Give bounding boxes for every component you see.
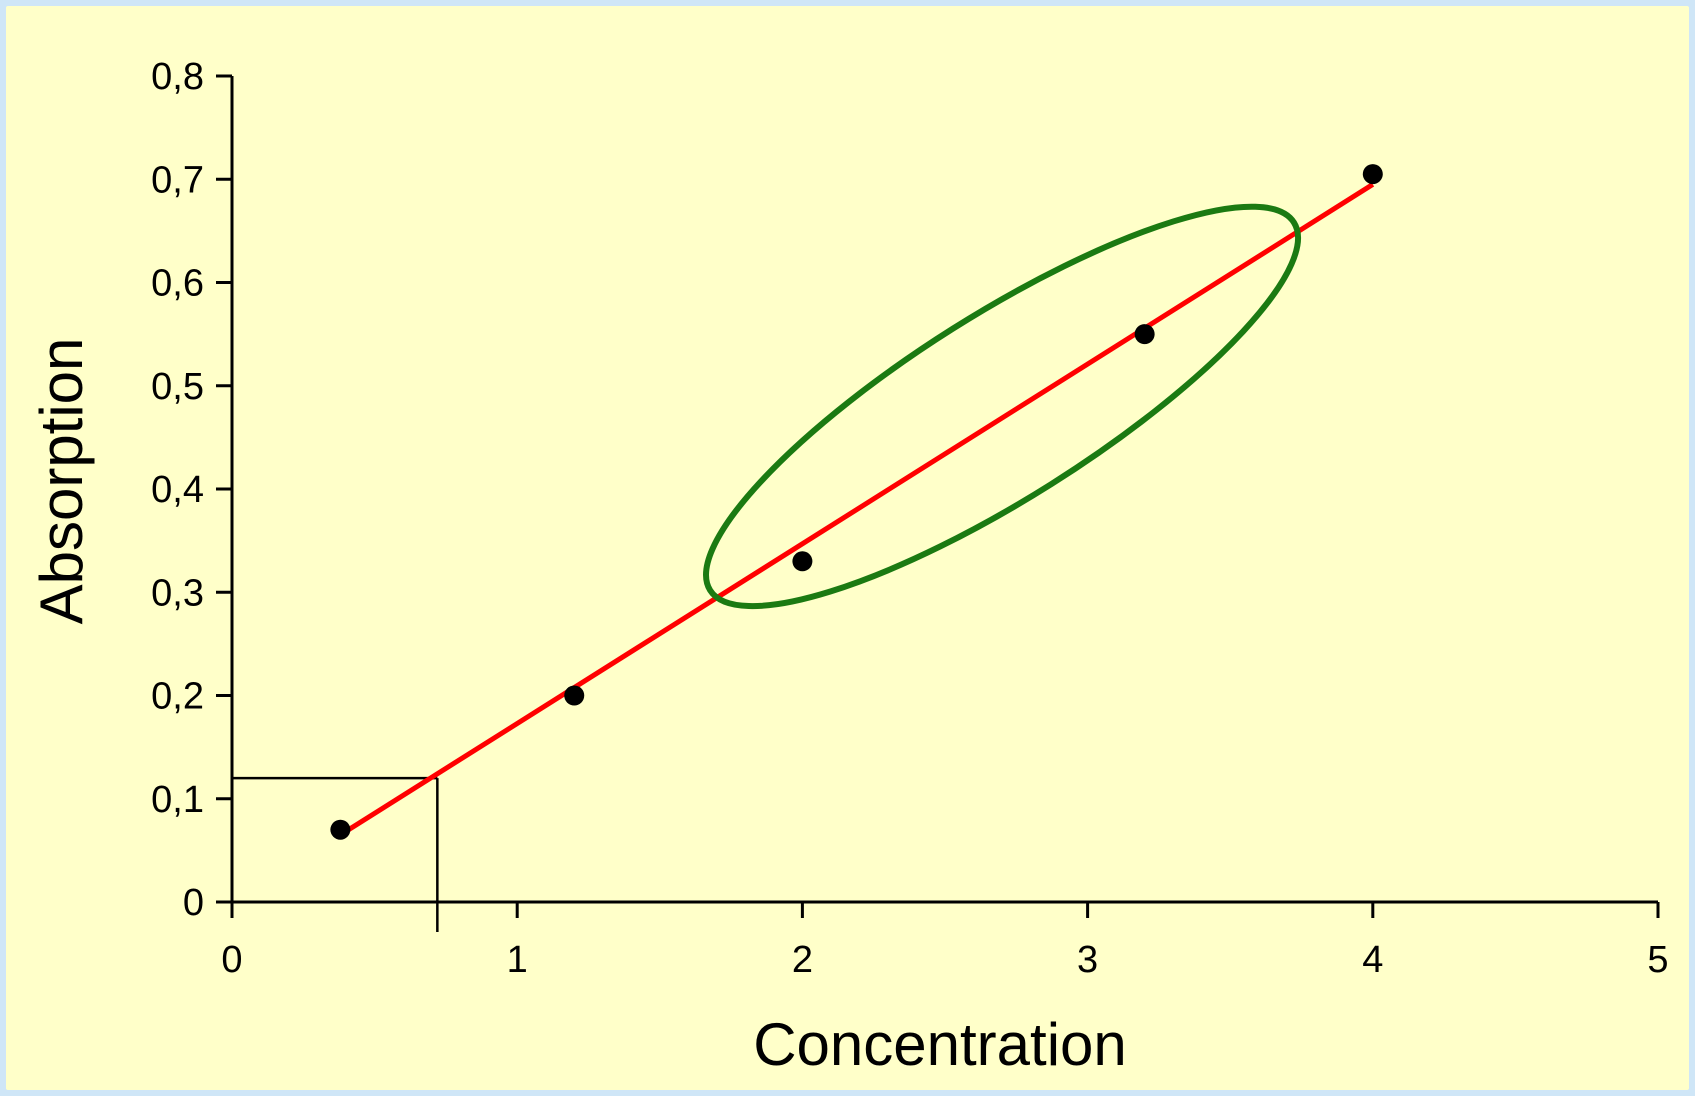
y-tick-label: 0,7 xyxy=(151,159,204,201)
highlight-ellipse xyxy=(703,203,1302,610)
y-tick-label: 0,4 xyxy=(151,469,204,511)
trendline xyxy=(339,182,1375,838)
x-tick-label: 1 xyxy=(507,939,528,981)
x-tick-label: 3 xyxy=(1077,939,1098,981)
data-point xyxy=(1362,164,1383,185)
highlight-layer xyxy=(703,203,1302,610)
y-tick-label: 0,8 xyxy=(151,56,204,98)
x-axis-title: Concentration xyxy=(753,1011,1127,1078)
data-point xyxy=(792,551,813,572)
x-tick-label: 5 xyxy=(1647,939,1668,981)
y-tick-label: 0,1 xyxy=(151,779,204,821)
trendline-layer xyxy=(339,182,1375,838)
y-tick-label: 0,5 xyxy=(151,366,204,408)
y-tick-label: 0,3 xyxy=(151,572,204,614)
chart-background xyxy=(6,6,1689,1090)
y-tick-label: 0 xyxy=(183,882,204,924)
axis-titles: Concentration Absorption xyxy=(28,338,1127,1078)
reference-lines xyxy=(232,776,439,932)
x-tick-label: 4 xyxy=(1362,939,1383,981)
x-tick-label: 0 xyxy=(221,939,242,981)
data-point xyxy=(564,685,585,706)
y-tick-label: 0,2 xyxy=(151,676,204,718)
data-point xyxy=(330,819,351,840)
data-point xyxy=(1134,324,1155,345)
data-points xyxy=(330,164,1383,840)
x-tick-label: 2 xyxy=(792,939,813,981)
y-tick-label: 0,6 xyxy=(151,263,204,305)
y-axis-title: Absorption xyxy=(28,338,95,625)
axes: 0 0,1 0,2 0,3 0,4 0,5 0,6 0,7 0,8 0 1 2 3 4 5 xyxy=(151,56,1668,981)
